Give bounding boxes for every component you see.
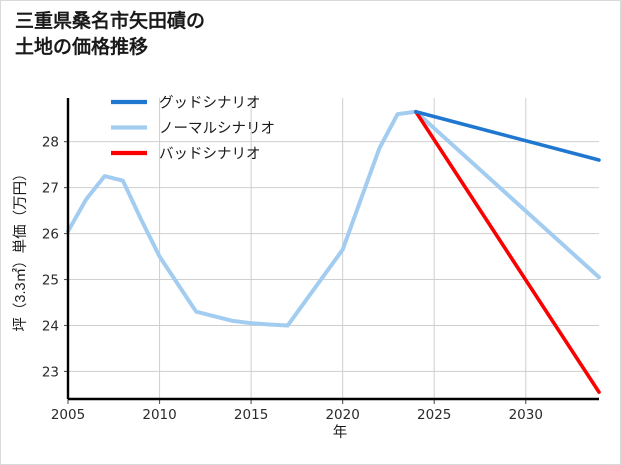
series-line-good (414, 109, 601, 162)
y-tick-label: 27 (42, 181, 59, 197)
x-tick-label: 2025 (417, 407, 451, 423)
chart-title: 三重県桑名市矢田磧の 土地の価格推移 (15, 11, 206, 59)
series-line-bad (414, 109, 601, 394)
x-tick-label: 2030 (509, 407, 543, 423)
y-tick-label: 23 (42, 364, 59, 380)
x-tick-labels-group: 2005 2010 2015 2020 2025 2030 (51, 407, 543, 423)
data-series-group (66, 109, 601, 394)
y-tick-label: 26 (42, 227, 59, 243)
y-tick-label: 24 (42, 318, 59, 334)
x-tick-label: 2005 (51, 407, 85, 423)
x-tick-label: 2020 (325, 407, 359, 423)
y-tick-label: 25 (42, 273, 59, 289)
tickmarks-group (64, 141, 527, 404)
y-tick-labels-group: 23 24 25 26 27 28 (42, 135, 59, 381)
legend-label-bad: バッドシナリオ (159, 147, 261, 163)
series-line-normal (66, 109, 601, 328)
x-tick-label: 2015 (234, 407, 268, 423)
axis-spines-group (66, 98, 599, 401)
x-tick-label: 2010 (142, 407, 176, 423)
y-tick-label: 28 (42, 135, 59, 151)
gridlines-group (67, 98, 599, 399)
y-axis-title: 坪（3.3㎡）単価（万円） (12, 166, 29, 331)
x-axis-title: 年 (333, 424, 348, 441)
legend-label-good: グッドシナリオ (159, 95, 261, 112)
legend-label-normal: ノーマルシナリオ (159, 121, 275, 137)
